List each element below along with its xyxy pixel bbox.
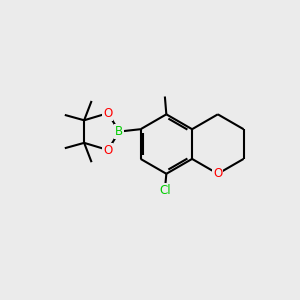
- Text: O: O: [103, 143, 112, 157]
- Text: B: B: [115, 125, 123, 138]
- Text: O: O: [213, 167, 223, 180]
- Text: O: O: [103, 106, 112, 120]
- Text: Cl: Cl: [159, 184, 171, 196]
